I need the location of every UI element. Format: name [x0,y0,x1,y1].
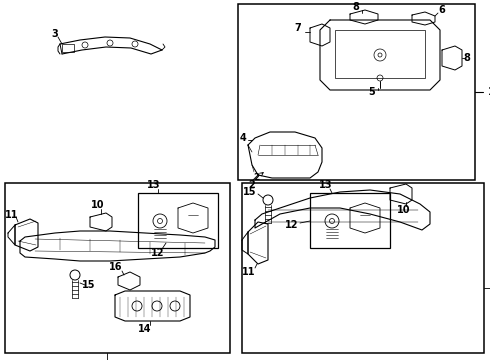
Text: 13: 13 [147,180,161,190]
Text: 12: 12 [151,248,165,258]
Text: 7: 7 [294,23,301,33]
Text: 2: 2 [248,180,255,190]
Text: 10: 10 [91,200,105,210]
Text: 8: 8 [464,53,470,63]
Text: 8: 8 [353,2,360,12]
Text: 15: 15 [82,280,96,290]
Text: 12: 12 [285,220,299,230]
Text: 15: 15 [243,187,257,197]
Text: 6: 6 [439,5,445,15]
Bar [242,183,484,353]
Text: 1: 1 [488,87,490,97]
Bar [5,183,230,353]
Text: 13: 13 [319,180,333,190]
Text: 2: 2 [253,172,263,183]
Text: 11: 11 [242,267,256,277]
Bar [335,30,425,78]
Bar [310,193,390,248]
Text: 14: 14 [138,324,152,334]
Text: 16: 16 [109,262,123,272]
Bar [62,44,74,52]
Text: 4: 4 [240,133,246,143]
Bar [238,4,475,180]
Bar [138,193,218,248]
Text: 3: 3 [51,29,58,39]
Text: 11: 11 [5,210,19,220]
Text: 10: 10 [397,205,411,215]
Text: 5: 5 [368,87,375,97]
